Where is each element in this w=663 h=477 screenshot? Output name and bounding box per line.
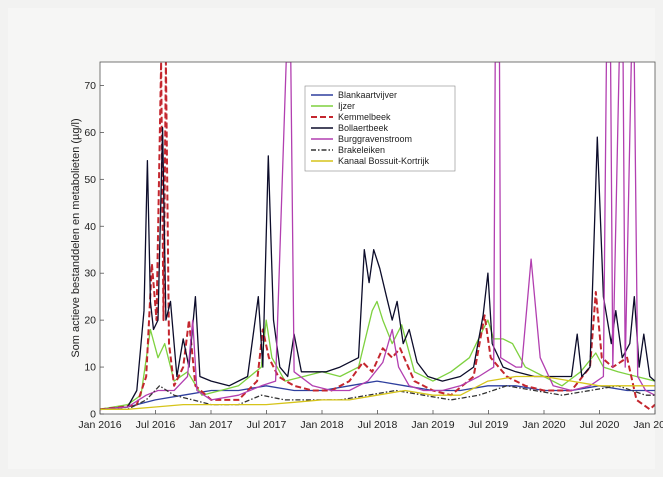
x-tick-label: Jan 2018 [300,419,343,431]
series-line-4 [100,127,655,410]
x-tick-label: Jul 2016 [136,419,176,431]
y-tick-label: 50 [84,174,96,186]
x-tick-label: Jul 2018 [358,419,398,431]
y-axis: 0 10 20 30 40 50 60 70 [84,80,104,421]
x-tick-label: Jul 2019 [469,419,509,431]
series-lines [100,62,655,411]
legend: BlankaartvijverIjzerKemmelbeekBollaertbe… [304,85,456,172]
legend-label: Kemmelbeek [338,112,391,122]
x-tick-label: Jul 2020 [580,419,620,431]
series-line-6 [100,385,655,410]
legend-label: Burggravenstroom [338,134,412,144]
y-tick-label: 30 [84,268,96,280]
x-tick-label: Jan 2016 [78,419,121,431]
series-line-2 [100,300,655,410]
legend-label: Brakeleiken [338,145,385,155]
legend-label: Bollaertbeek [338,123,389,133]
x-tick-label: Jul 2017 [247,419,287,431]
y-tick-label: 10 [84,362,96,374]
y-tick-label: 60 [84,127,96,139]
x-axis: Jan 2016 Jul 2016 Jan 2017 Jul 2017 Jan 2018… [78,410,663,431]
x-tick-label: Jan 2017 [189,419,232,431]
x-tick-label: Jan 2020 [522,419,565,431]
legend-label: Ijzer [338,101,355,111]
legend-label: Kanaal Bossuit-Kortrijk [338,156,430,166]
x-tick-label: Jan 2021 [633,419,663,431]
x-tick-label: Jan 2019 [411,419,454,431]
series-line-3 [100,62,655,411]
y-tick-label: 0 [90,409,96,421]
y-tick-label: 40 [84,221,96,233]
series-line-5 [100,62,655,410]
y-tick-label: 70 [84,80,96,92]
series-line-7 [100,375,655,410]
y-tick-label: 20 [84,315,96,327]
legend-label: Blankaartvijver [338,90,397,100]
y-axis-label: Som actieve bestanddelen en metabolieten… [70,118,82,357]
